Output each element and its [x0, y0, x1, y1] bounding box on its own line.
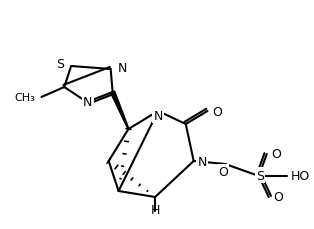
Text: O: O	[272, 148, 282, 161]
Text: HO: HO	[290, 170, 310, 183]
Polygon shape	[111, 92, 129, 130]
Text: CH₃: CH₃	[15, 93, 35, 103]
Text: S: S	[56, 57, 64, 70]
Text: O: O	[274, 191, 284, 204]
Text: N: N	[154, 109, 163, 123]
Text: O: O	[218, 166, 228, 179]
Text: N: N	[198, 155, 207, 168]
Text: N: N	[83, 95, 93, 109]
Text: S: S	[256, 169, 264, 182]
Text: O: O	[213, 105, 222, 118]
Text: N: N	[117, 62, 127, 75]
Text: H: H	[150, 203, 160, 216]
